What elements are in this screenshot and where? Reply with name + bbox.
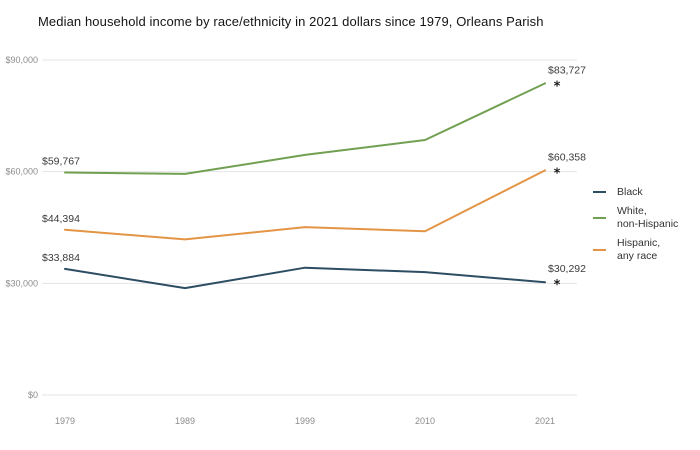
svg-text:*: * <box>554 278 561 293</box>
svg-text:1979: 1979 <box>55 416 75 426</box>
legend-swatch-hispanic-any-race <box>593 248 606 251</box>
svg-text:$90,000: $90,000 <box>5 55 38 65</box>
svg-text:$44,394: $44,394 <box>42 213 80 225</box>
legend-item-black: Black <box>593 186 693 198</box>
svg-text:*: * <box>554 166 561 181</box>
legend: Black White, non-Hispanic Hispanic, any … <box>593 186 693 269</box>
legend-label-white-non-hispanic: White, non-Hispanic <box>617 205 679 230</box>
svg-text:2021: 2021 <box>535 416 555 426</box>
legend-item-white-non-hispanic: White, non-Hispanic <box>593 205 693 230</box>
svg-text:$30,292: $30,292 <box>548 263 586 275</box>
svg-text:$59,767: $59,767 <box>42 156 80 168</box>
chart-title: Median household income by race/ethnicit… <box>38 14 544 29</box>
svg-text:1989: 1989 <box>175 416 195 426</box>
svg-text:$30,000: $30,000 <box>5 278 38 288</box>
svg-text:$83,727: $83,727 <box>548 64 586 76</box>
legend-item-hispanic-any-race: Hispanic, any race <box>593 237 693 262</box>
svg-text:1999: 1999 <box>295 416 315 426</box>
svg-text:2010: 2010 <box>415 416 435 426</box>
svg-text:$33,884: $33,884 <box>42 252 80 264</box>
svg-text:*: * <box>554 79 561 94</box>
svg-text:$0: $0 <box>28 390 38 400</box>
legend-swatch-black <box>593 191 606 194</box>
svg-text:$60,358: $60,358 <box>548 151 586 163</box>
svg-text:$60,000: $60,000 <box>5 167 38 177</box>
legend-label-black: Black <box>617 186 643 198</box>
legend-label-hispanic-any-race: Hispanic, any race <box>617 237 661 262</box>
legend-swatch-white-non-hispanic <box>593 216 606 219</box>
